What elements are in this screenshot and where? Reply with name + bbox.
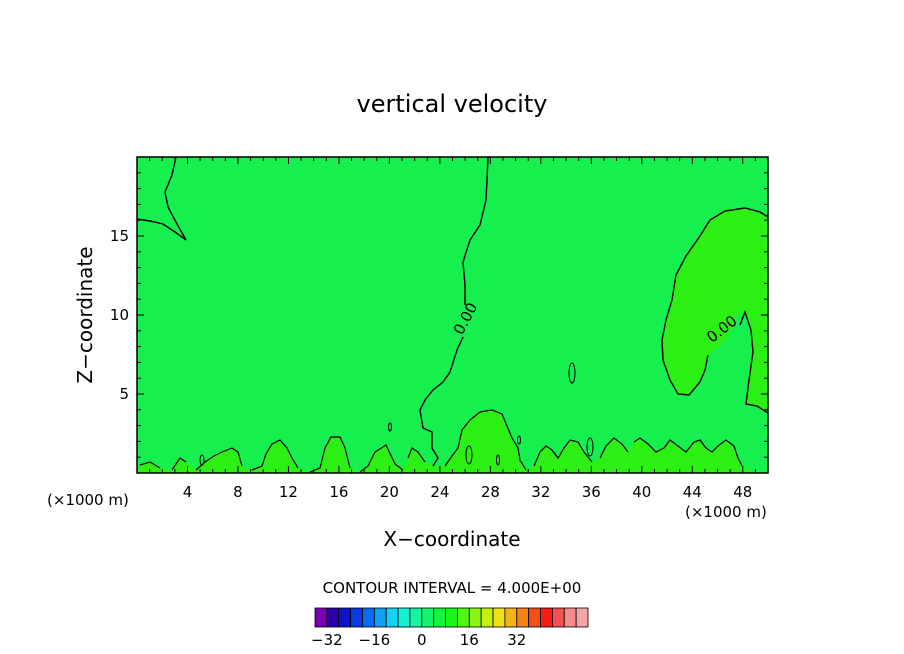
x-tick-label: 8 [233, 483, 243, 501]
x-tick-label: 48 [733, 483, 752, 501]
colorbar-swatch [540, 607, 553, 628]
x-tick-label: 4 [183, 483, 193, 501]
colorbar-swatch [362, 607, 375, 628]
colorbar-swatch [421, 607, 435, 628]
colorbar-swatch [385, 607, 399, 628]
contour-line-zero-right [661, 207, 769, 414]
colorbar-swatch [409, 607, 423, 628]
contour-line-bottom [139, 409, 743, 473]
colorbar-swatch [397, 607, 411, 628]
colorbar: −32 −16 0 16 32 [311, 607, 589, 649]
x-unit-left: (×1000 m) [47, 491, 129, 509]
colorbar-swatch [492, 607, 506, 628]
x-tick-label: 32 [531, 483, 550, 501]
colorbar-tick-label: 32 [507, 631, 526, 649]
chart-title: vertical velocity [357, 90, 548, 118]
colorbar-swatch [551, 607, 565, 628]
colorbar-swatch [516, 607, 530, 628]
colorbar-tick-label: −16 [359, 631, 391, 649]
y-tick-label: 10 [110, 306, 129, 324]
contour-line-left [136, 156, 187, 241]
colorbar-swatch [373, 607, 387, 628]
colorbar-swatch [445, 607, 458, 628]
x-tick-label: 40 [632, 483, 651, 501]
contour-line-zero-main [419, 156, 489, 467]
x-tick-label: 16 [329, 483, 348, 501]
y-tick-label: 5 [119, 385, 129, 403]
negative-region-main [137, 157, 488, 473]
colorbar-swatch [528, 607, 541, 628]
x-tick-label: 36 [582, 483, 601, 501]
colorbar-swatch [433, 607, 446, 628]
x-tick-label: 28 [481, 483, 500, 501]
colorbar-tick-label: 0 [417, 631, 427, 649]
colorbar-swatch [504, 607, 518, 628]
y-tick-label: 15 [110, 227, 129, 245]
colorbar-swatch [326, 607, 340, 628]
colorbar-swatch [338, 607, 352, 628]
y-axis-ticks: 5 10 15 [110, 172, 768, 458]
colorbar-tick-label: −32 [311, 631, 343, 649]
colorbar-swatch [457, 607, 470, 628]
x-tick-label: 24 [430, 483, 449, 501]
negative-region-right [420, 157, 768, 473]
colorbar-swatch [563, 607, 577, 628]
x-axis-ticks: 4 8 12 16 20 24 28 32 36 40 44 48 [149, 157, 756, 501]
x-tick-label: 12 [279, 483, 298, 501]
contour-small-cells [199, 362, 594, 466]
colorbar-swatch [314, 607, 328, 628]
contour-interval-text: CONTOUR INTERVAL = 4.000E+00 [323, 579, 582, 597]
colorbar-swatch [480, 607, 494, 628]
x-unit-right: (×1000 m) [685, 503, 767, 521]
x-tick-label: 44 [683, 483, 702, 501]
colorbar-swatch [350, 607, 363, 628]
x-tick-label: 20 [380, 483, 399, 501]
x-axis-label: X−coordinate [383, 527, 520, 551]
colorbar-tick-label: 16 [460, 631, 479, 649]
colorbar-swatch [468, 607, 482, 628]
colorbar-swatch [575, 607, 589, 628]
y-axis-label: Z−coordinate [73, 246, 97, 383]
